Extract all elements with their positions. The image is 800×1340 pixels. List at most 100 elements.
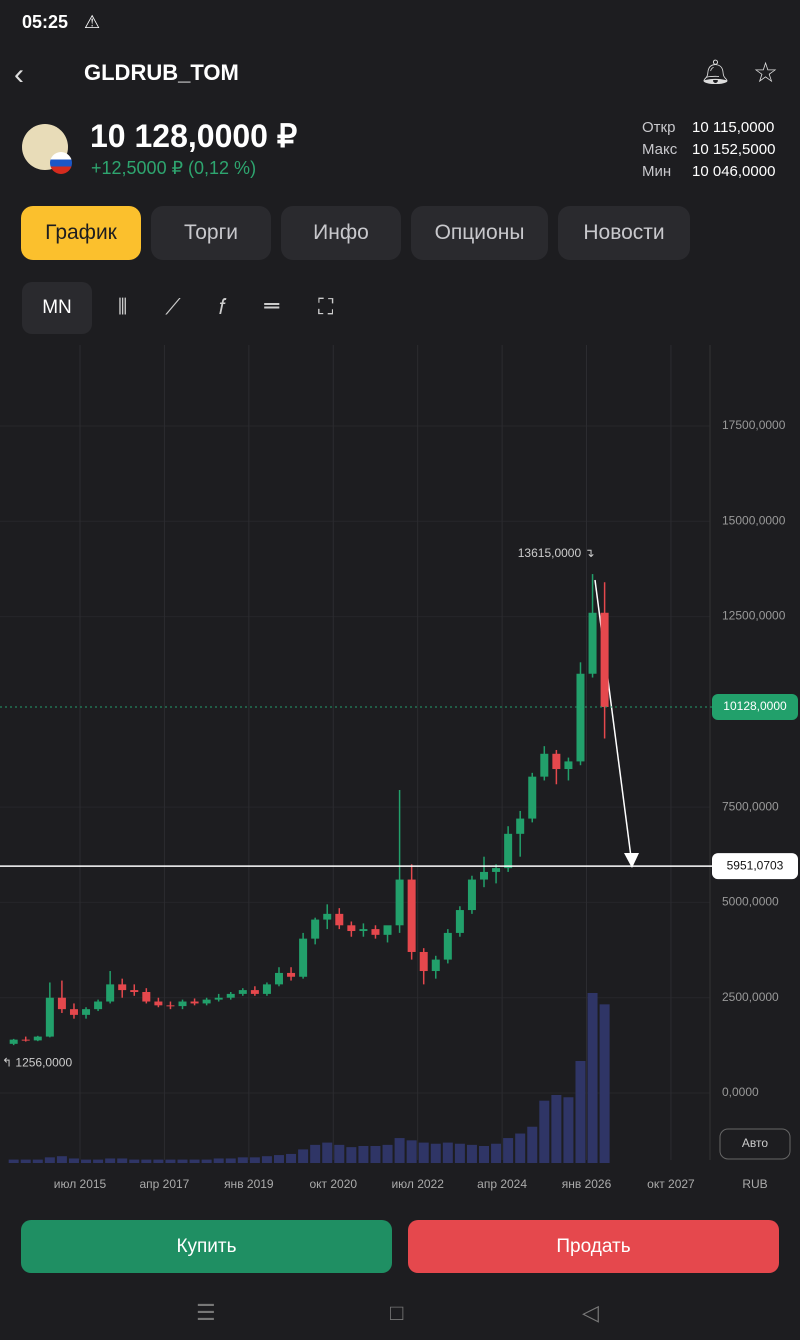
- x-tick-label: июл 2022: [391, 1177, 444, 1191]
- volume-bar: [322, 1142, 333, 1163]
- candle-body: [347, 925, 356, 932]
- candle-body: [82, 1009, 91, 1015]
- candle-body: [528, 776, 537, 819]
- nav-menu[interactable]: ☰: [196, 1300, 216, 1325]
- volume-bar: [249, 1157, 260, 1163]
- candle-body: [504, 833, 513, 869]
- period-button[interactable]: MN: [22, 282, 92, 334]
- volume-bar: [527, 1126, 538, 1163]
- candle-body: [576, 673, 585, 762]
- y-tick-label: 15000,0000: [722, 513, 786, 527]
- volume-bar: [551, 1095, 562, 1163]
- volume-bar: [442, 1142, 453, 1163]
- volume-bar: [129, 1159, 140, 1163]
- volume-bar: [394, 1138, 405, 1163]
- volume-bar: [177, 1159, 188, 1163]
- alert-button[interactable]: 🔔︎: [700, 59, 731, 86]
- tab[interactable]: График: [21, 206, 141, 260]
- candle-body: [443, 932, 452, 960]
- candle-body: [118, 984, 127, 991]
- candle-body: [130, 990, 139, 992]
- volume-bar: [189, 1159, 200, 1163]
- buy-button[interactable]: Купить: [21, 1220, 392, 1273]
- volume-bar: [430, 1143, 441, 1163]
- candle-body: [166, 1005, 175, 1007]
- candle-body: [588, 612, 597, 674]
- candle-body: [94, 1001, 103, 1010]
- candle-body: [516, 818, 525, 834]
- min-marker: ↰ 1256,0000: [2, 1055, 72, 1069]
- candle-body: [142, 991, 151, 1002]
- level-tag: [712, 853, 798, 880]
- volume-bar: [56, 1156, 67, 1163]
- level-label: 5951,0703: [727, 858, 784, 872]
- candle-body: [274, 972, 283, 985]
- max-marker: 13615,0000 ↴: [518, 546, 595, 560]
- volume-bar: [599, 1004, 610, 1163]
- price-change: +12,5000 ₽ (0,12 %): [91, 158, 257, 178]
- tab[interactable]: Опционы: [411, 206, 548, 260]
- volume-bar: [93, 1159, 104, 1163]
- candle-body: [371, 929, 380, 935]
- volume-bar: [20, 1159, 31, 1163]
- volume-bar: [273, 1155, 284, 1163]
- candle-body: [9, 1039, 18, 1044]
- candle-body: [395, 879, 404, 926]
- x-tick-label: окт 2027: [647, 1177, 695, 1191]
- candle-body: [57, 997, 66, 1010]
- candle-body: [299, 938, 308, 977]
- candle-body: [492, 868, 501, 872]
- auto-button-frame: [719, 1128, 791, 1160]
- candle-body: [419, 951, 428, 972]
- candle-body: [226, 993, 235, 998]
- volume-bar: [32, 1159, 43, 1163]
- candle-body: [564, 761, 573, 770]
- volume-bar: [310, 1144, 321, 1163]
- volume-bar: [298, 1149, 309, 1163]
- volume-bar: [81, 1159, 92, 1163]
- volume-bar: [105, 1158, 116, 1163]
- sell-button[interactable]: Продать: [408, 1220, 779, 1273]
- price: 10 128,0000 ₽: [90, 118, 298, 154]
- stat-value: 10 115,0000: [692, 119, 775, 136]
- back-button[interactable]: ‹: [14, 58, 24, 91]
- candle-body: [190, 1001, 199, 1004]
- ticker-title: GLDRUB_TOM: [84, 60, 239, 85]
- volume-bar: [575, 1061, 586, 1163]
- stat-label: Откр: [642, 119, 676, 136]
- tab[interactable]: Инфо: [281, 206, 401, 260]
- y-tick-label: 7500,0000: [722, 799, 779, 813]
- candle-body: [287, 972, 296, 977]
- volume-bar: [286, 1153, 297, 1163]
- tab[interactable]: Торги: [151, 206, 271, 260]
- volume-bar: [44, 1157, 55, 1163]
- volume-bar: [141, 1159, 152, 1163]
- volume-bar: [539, 1100, 550, 1163]
- candle-body: [69, 1009, 78, 1015]
- candle-body: [154, 1001, 163, 1006]
- candle-body: [250, 990, 259, 994]
- volume-bar: [563, 1097, 574, 1163]
- nav-back[interactable]: ◁: [582, 1300, 599, 1325]
- stat-label: Мин: [642, 163, 672, 180]
- volume-bar: [346, 1147, 357, 1163]
- candle-body: [455, 910, 464, 933]
- arrow-head: [624, 853, 639, 868]
- tab[interactable]: Новости: [558, 206, 690, 260]
- candle-body: [540, 753, 549, 777]
- volume-bar: [479, 1146, 490, 1163]
- volume-bar: [153, 1159, 164, 1163]
- volume-bar: [225, 1158, 236, 1163]
- candle-body: [311, 919, 320, 939]
- favorite-button[interactable]: ☆: [753, 57, 779, 88]
- volume-bar: [68, 1158, 79, 1163]
- candle-body: [431, 959, 440, 972]
- flag-icon: [50, 152, 72, 174]
- toolbar-icons[interactable]: ⫴⟋𝑓⚌⛶: [118, 294, 372, 319]
- candle-body: [467, 879, 476, 911]
- warning-icon: ⚠: [84, 12, 101, 32]
- auto-button[interactable]: Авто: [742, 1136, 768, 1150]
- nav-home[interactable]: □: [390, 1300, 404, 1325]
- candle-body: [600, 612, 609, 707]
- candle-body: [407, 879, 416, 952]
